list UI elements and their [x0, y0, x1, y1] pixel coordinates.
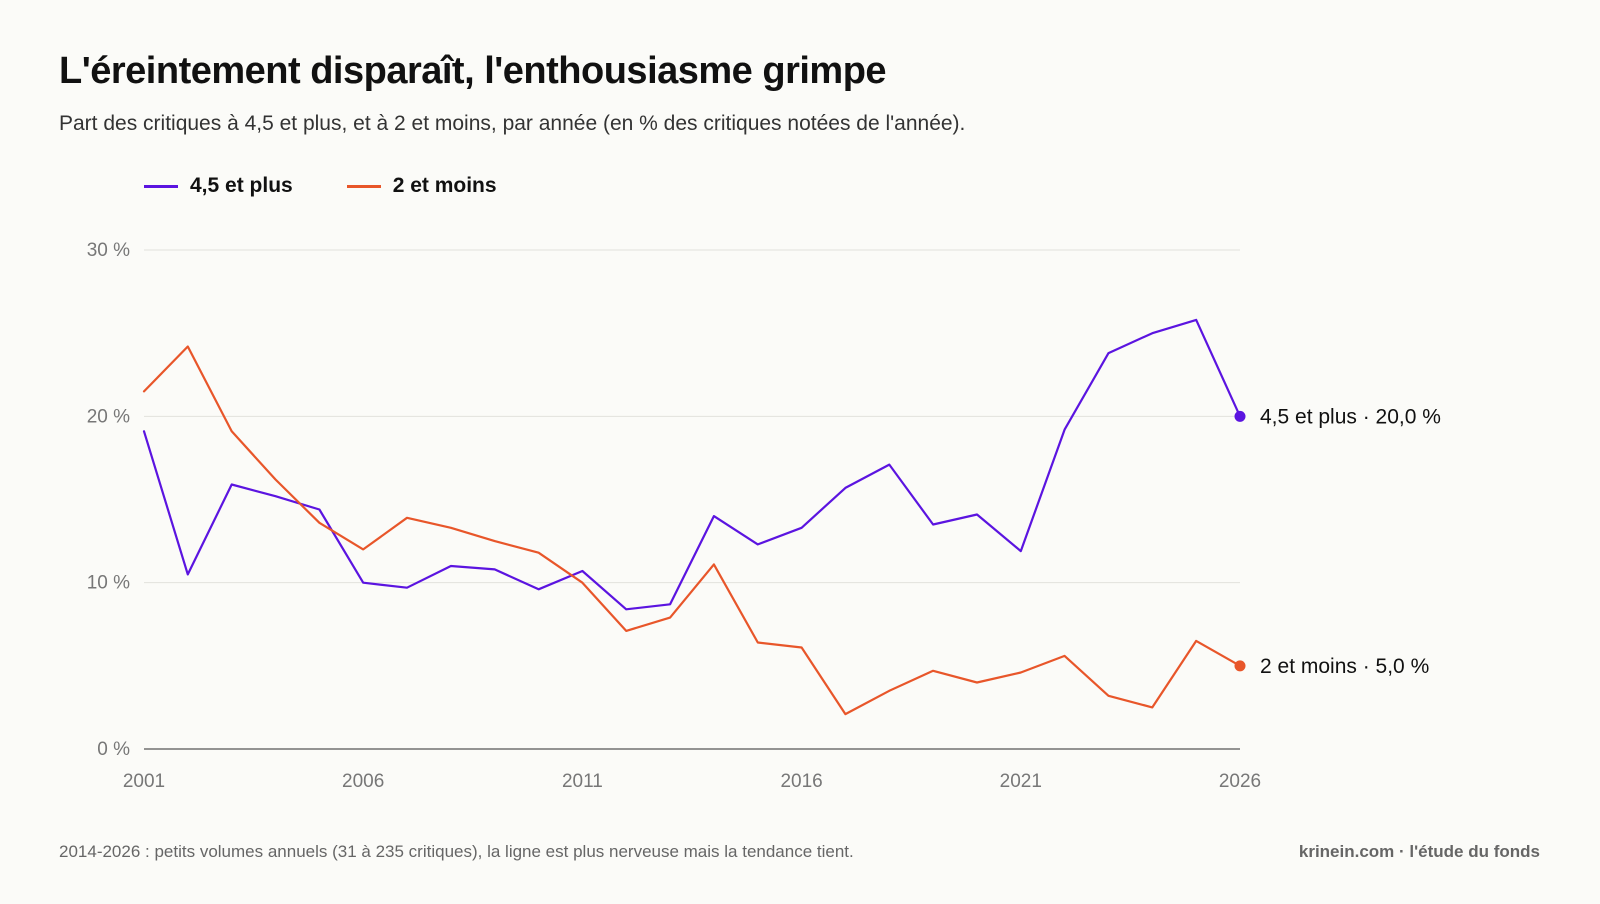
x-tick-label: 2026 [1219, 771, 1261, 792]
legend-swatch-low [346, 184, 381, 188]
series-line-high [142, 318, 1242, 611]
y-tick-label: 30 % [87, 240, 130, 261]
y-tick-label: 10 % [87, 573, 130, 594]
x-tick-label: 2001 [123, 771, 165, 792]
end-point-high [1234, 410, 1246, 422]
x-tick-label: 2011 [562, 771, 603, 792]
end-label-low: 2 et moins · 5,0 % [1260, 655, 1429, 678]
x-tick-label: 2016 [780, 771, 822, 792]
series-line-low [142, 345, 1242, 716]
chart-subtitle: Part des critiques à 4,5 et plus, et à 2… [59, 112, 966, 135]
legend-label-low: 2 et moins [392, 174, 497, 197]
footnote: 2014-2026 : petits volumes annuels (31 à… [59, 842, 854, 861]
legend-item-low: 2 et moins [346, 174, 497, 198]
chart-title: L'éreintement disparaît, l'enthousiasme … [59, 50, 887, 92]
legend-label-high: 4,5 et plus [190, 174, 293, 197]
legend-item-high: 4,5 et plus [144, 174, 293, 198]
end-point-low [1234, 660, 1246, 672]
credit: krinein.com · l'étude du fonds [1298, 842, 1540, 861]
legend: 4,5 et plus 2 et moins [144, 174, 497, 198]
y-tick-label: 0 % [97, 739, 130, 760]
end-label-high: 4,5 et plus · 20,0 % [1260, 405, 1441, 428]
legend-swatch-high [144, 184, 178, 188]
y-tick-label: 20 % [87, 406, 130, 427]
x-tick-label: 2006 [342, 771, 384, 792]
x-tick-label: 2021 [1000, 771, 1042, 792]
